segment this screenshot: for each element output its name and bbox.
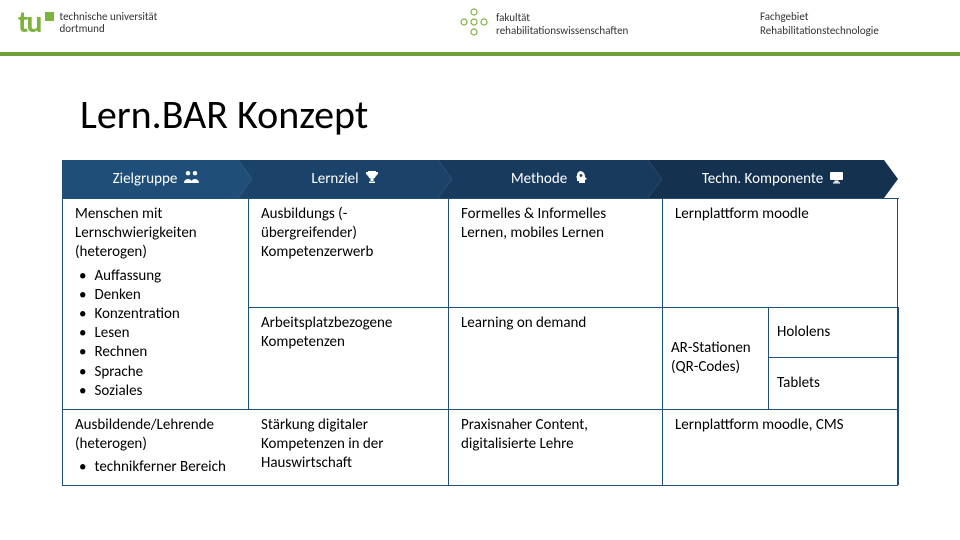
cell-text: Menschen mit Lernschwierigkeiten (hetero…: [75, 205, 238, 263]
fachgebiet-line: Rehabilitationstechnologie: [760, 24, 879, 38]
column-header-zielgruppe: Zielgruppe: [62, 160, 252, 198]
monitor-icon: [829, 171, 844, 188]
column-header-label: Techn. Komponente: [702, 170, 823, 188]
cell-ar-stationen: AR-Stationen (QR-Codes): [663, 308, 769, 409]
fakultaet-text: fakultät rehabilitationswissenschaften: [496, 12, 628, 37]
list-item: Rechnen: [75, 343, 238, 362]
cell-tablets: Tablets: [769, 358, 899, 408]
list-item: Konzentration: [75, 305, 238, 324]
tu-logo-letters: tu: [18, 8, 41, 38]
faculty-cross-icon: [460, 8, 488, 41]
cell-techn-2: AR-Stationen (QR-Codes) Hololens Tablets: [663, 307, 899, 409]
cell-methode-2: Learning on demand: [449, 307, 663, 409]
arrow-background: Zielgruppe Lernziel Methode: [62, 160, 898, 198]
tu-text-line: dortmund: [60, 23, 158, 35]
list-item: Sprache: [75, 363, 238, 382]
cell-text: Ausbildende/Lehrende (heterogen): [75, 416, 239, 454]
tu-logo-square-icon: [45, 12, 54, 21]
bullet-list: Auffassung Denken Konzentration Lesen Re…: [75, 267, 238, 401]
tu-logo-mark: tu: [18, 8, 52, 38]
column-header-label: Zielgruppe: [113, 170, 178, 188]
cell-hololens: Hololens: [769, 308, 899, 358]
fakultaet-line: rehabilitationswissenschaften: [496, 25, 628, 38]
column-header-label: Lernziel: [311, 170, 358, 188]
cell-lernziel-3: Stärkung digitaler Kompetenzen in der Ha…: [249, 409, 449, 486]
nested-right-col: Hololens Tablets: [769, 308, 899, 409]
column-header-methode: Methode: [438, 160, 662, 198]
cell-zielgruppe-1: Menschen mit Lernschwierigkeiten (hetero…: [63, 198, 249, 409]
column-header-techn: Techn. Komponente: [648, 160, 898, 198]
cell-techn-3: Lernplattform moodle, CMS: [663, 409, 899, 486]
table-body: Menschen mit Lernschwierigkeiten (hetero…: [62, 198, 898, 486]
list-item: Soziales: [75, 382, 238, 401]
fachgebiet-text: Fachgebiet Rehabilitationstechnologie: [760, 10, 879, 38]
bullet-list: technikferner Bereich: [75, 458, 239, 477]
tu-logo-text: technische universität dortmund: [60, 11, 158, 35]
concept-table: Zielgruppe Lernziel Methode: [62, 160, 898, 486]
cell-techn-1: Lernplattform moodle: [663, 198, 899, 307]
header-bar: tu technische universität dortmund: [0, 0, 960, 56]
slide: tu technische universität dortmund: [0, 0, 960, 540]
page-title: Lern.BAR Konzept: [80, 90, 368, 139]
gear-head-icon: [573, 170, 589, 188]
list-item: Lesen: [75, 324, 238, 343]
column-header-lernziel: Lernziel: [238, 160, 452, 198]
fakultaet-line: fakultät: [496, 12, 628, 25]
fachgebiet-line: Fachgebiet: [760, 10, 879, 24]
cell-lernziel-1: Ausbildungs (-übergreifender) Kompetenze…: [249, 198, 449, 307]
cell-methode-3: Praxisnaher Content, digitalisierte Lehr…: [449, 409, 663, 486]
list-item: technikferner Bereich: [75, 458, 239, 477]
nested-grid: AR-Stationen (QR-Codes) Hololens Tablets: [663, 308, 898, 409]
cell-methode-1: Formelles & Informelles Lernen, mobiles …: [449, 198, 663, 307]
column-header-label: Methode: [511, 170, 567, 188]
cell-lernziel-2: Arbeitsplatzbezogene Kompetenzen: [249, 307, 449, 409]
people-icon: [183, 170, 201, 188]
cell-zielgruppe-3: Ausbildende/Lehrende (heterogen) technik…: [63, 409, 249, 486]
list-item: Auffassung: [75, 267, 238, 286]
list-item: Denken: [75, 286, 238, 305]
trophy-icon: [365, 170, 379, 188]
table-header-arrow: Zielgruppe Lernziel Methode: [62, 160, 898, 198]
tu-dortmund-logo: tu technische universität dortmund: [18, 8, 157, 38]
fakultaet-logo: fakultät rehabilitationswissenschaften: [460, 8, 628, 41]
